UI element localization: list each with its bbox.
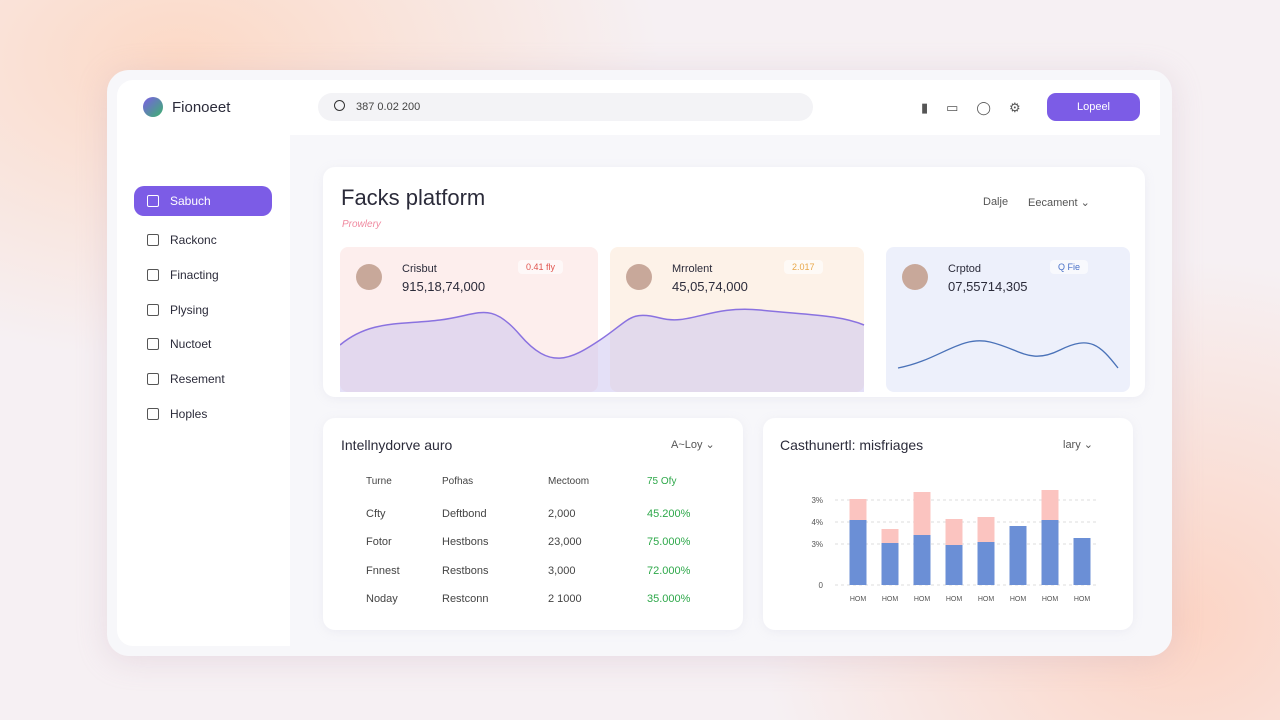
nav-label: Finacting (170, 267, 219, 282)
table-cell: 72.000% (647, 564, 691, 577)
subtitle: Prowlery (342, 219, 381, 230)
filter-text: Eecament (1028, 197, 1078, 209)
nav-item[interactable]: Sabuch (134, 186, 272, 216)
button-label: Lopeel (1076, 101, 1111, 113)
nav-item[interactable]: Resement (134, 364, 272, 394)
table-cell: Restconn (442, 592, 489, 605)
nav-label: Sabuch (170, 194, 211, 208)
filter-dropdown[interactable]: Eecament ⌄ (1028, 197, 1090, 209)
page-title: Facks platform (341, 185, 486, 210)
sidebar (117, 80, 290, 646)
toolbar-icons[interactable]: ▮▭◯⚙ (921, 100, 1039, 115)
primary-button[interactable]: Lopeel (1047, 93, 1140, 121)
avatar (356, 264, 382, 290)
nav-label: Plysing (170, 302, 209, 317)
avatar (902, 264, 928, 290)
stat-badge: 2.017 (784, 260, 823, 274)
chart-title: Casthunertl: misfriages (780, 437, 924, 453)
stat-value: 915,18,74,000 (402, 279, 486, 294)
brand: Fionoeet (172, 99, 231, 116)
table-cell: 23,000 (548, 536, 582, 549)
search-box[interactable]: 387 0.02 200 (318, 93, 813, 121)
table-cell: Restbons (442, 564, 489, 577)
stat-badge: Q Fie (1050, 260, 1089, 274)
table-cell: 3,000 (548, 564, 576, 577)
nav-item[interactable]: Finacting (134, 260, 272, 290)
table-cell: 75.000% (647, 536, 691, 549)
sparklines (340, 308, 1119, 392)
nav-label: Resement (170, 372, 225, 387)
table-cell: 45.200% (647, 508, 691, 520)
chart-filter[interactable]: lary ⌄ (1063, 439, 1094, 451)
table-filter[interactable]: A~Loy ⌄ (671, 439, 715, 451)
table-cell: 2 1000 (548, 592, 582, 605)
table-cell: Noday (366, 592, 398, 605)
table-title: Intellnydorve auro (341, 437, 453, 453)
table-cell: 35.000% (647, 592, 691, 605)
table-cell: Deftbond (442, 508, 487, 520)
table-cell: Fotor (366, 536, 392, 549)
stat-label: Crptod (948, 263, 982, 275)
stat-label: Mrrolent (672, 263, 713, 275)
nav-label: Rackonc (170, 233, 217, 247)
stat-value: 07,55714,305 (948, 279, 1028, 294)
table-card (323, 418, 743, 630)
nav-label: Hoples (170, 407, 208, 421)
avatar (626, 264, 652, 290)
stat-badge: 0.41 fly (518, 260, 564, 274)
table-header: Turne (366, 476, 392, 487)
table-header: Mectoom (548, 476, 590, 487)
filter-label: Dalje (983, 196, 1009, 208)
nav-item[interactable]: Hoples (134, 399, 272, 429)
table-filter-text: A~Loy (671, 439, 703, 451)
table-cell: Fnnest (366, 564, 400, 577)
table-header: Pofhas (442, 476, 474, 487)
search-icon (334, 100, 345, 111)
nav-item[interactable]: Nuctoet (134, 329, 272, 359)
table-header: 75 Ofy (647, 476, 677, 487)
stat-label: Crisbut (402, 263, 437, 275)
table-cell: 2,000 (548, 508, 576, 520)
nav-label: Nuctoet (170, 337, 212, 352)
table-cell: Hestbons (442, 536, 489, 549)
nav-item[interactable]: Rackonc (134, 225, 272, 255)
stat-value: 45,05,74,000 (672, 279, 748, 294)
search-text: 387 0.02 200 (356, 101, 421, 113)
nav-item[interactable]: Plysing (134, 295, 272, 325)
logo (143, 97, 163, 117)
chart-filter-text: lary (1063, 439, 1081, 451)
table-cell: Cfty (366, 508, 386, 520)
